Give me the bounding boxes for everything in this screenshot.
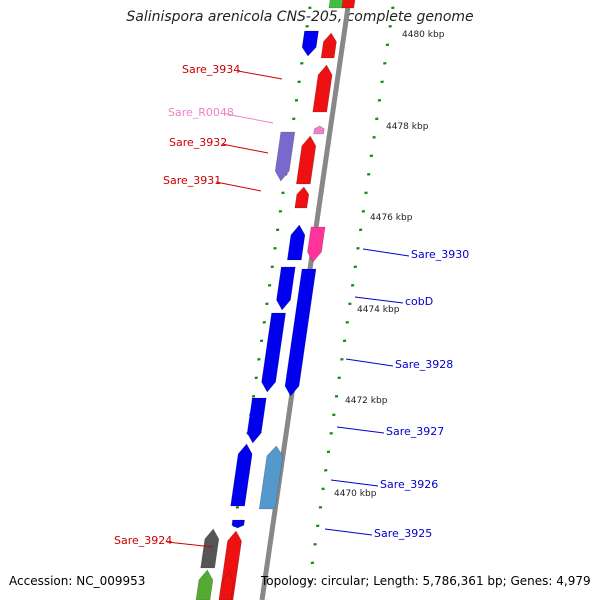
leader-line — [237, 70, 283, 80]
gene-label: Sare_3925 — [374, 527, 432, 540]
gene-arrow-steelblue — [258, 445, 284, 510]
gene-label: Sare_3930 — [411, 248, 469, 261]
gene-arrow-blue — [276, 266, 296, 311]
gene-arrow-gray — [200, 528, 220, 569]
map-title: Salinispora arenicola CNS-205, complete … — [126, 9, 474, 25]
leader-line — [225, 113, 274, 124]
gene-label: Sare_R0048 — [168, 106, 234, 119]
gene-label: Sare_3927 — [386, 425, 444, 438]
gene-arrow-blue — [261, 312, 286, 393]
gene-arrow-blue — [284, 268, 317, 397]
gene-arrow-red — [341, 0, 356, 9]
kbp-marker: 4476 kbp — [370, 213, 413, 223]
gene-arrow-olive — [195, 569, 214, 600]
kbp-marker: 4472 kbp — [345, 396, 388, 406]
leader-line — [345, 358, 394, 367]
gene-arrow-red — [294, 186, 310, 209]
gene-arrow-blue — [230, 443, 253, 507]
rrna-marker — [313, 125, 325, 135]
gene-label: Sare_3926 — [380, 478, 438, 491]
gene-label: Sare_3932 — [169, 136, 227, 149]
kbp-marker: 4470 kbp — [334, 489, 377, 499]
genome-summary: Topology: circular; Length: 5,786,361 bp… — [261, 574, 591, 588]
leader-line — [166, 541, 214, 548]
leader-line — [215, 181, 262, 192]
gene-arrow-blue — [286, 224, 306, 261]
gene-arrow-purple — [274, 131, 296, 182]
gene-label: cobD — [405, 295, 433, 308]
gene-arrow-red — [320, 32, 337, 59]
kbp-marker: 4474 kbp — [357, 305, 400, 315]
leader-line — [354, 296, 404, 304]
gene-label: Sare_3934 — [182, 63, 240, 76]
gene-arrow-red — [295, 135, 317, 185]
leader-line — [324, 528, 373, 536]
gene-label: Sare_3928 — [395, 358, 453, 371]
kbp-marker: 4480 kbp — [402, 30, 445, 40]
gene-arrow-blue — [301, 30, 319, 57]
gene-arrow-blue — [231, 519, 245, 529]
leader-line — [221, 143, 269, 154]
leader-line — [330, 479, 379, 487]
accession-label: Accession: NC_009953 — [9, 574, 146, 588]
gene-label: Sare_3924 — [114, 534, 172, 547]
kbp-marker: 4478 kbp — [386, 122, 429, 132]
leader-line — [336, 426, 385, 434]
gene-arrow-pink — [307, 226, 326, 263]
outer-tick-ring — [308, 6, 395, 583]
gene-label: Sare_3931 — [163, 174, 221, 187]
gene-arrow-red — [312, 64, 333, 113]
gene-arrow-blue — [246, 397, 267, 444]
gene-arrow-red — [218, 571, 234, 600]
leader-line — [362, 248, 410, 257]
